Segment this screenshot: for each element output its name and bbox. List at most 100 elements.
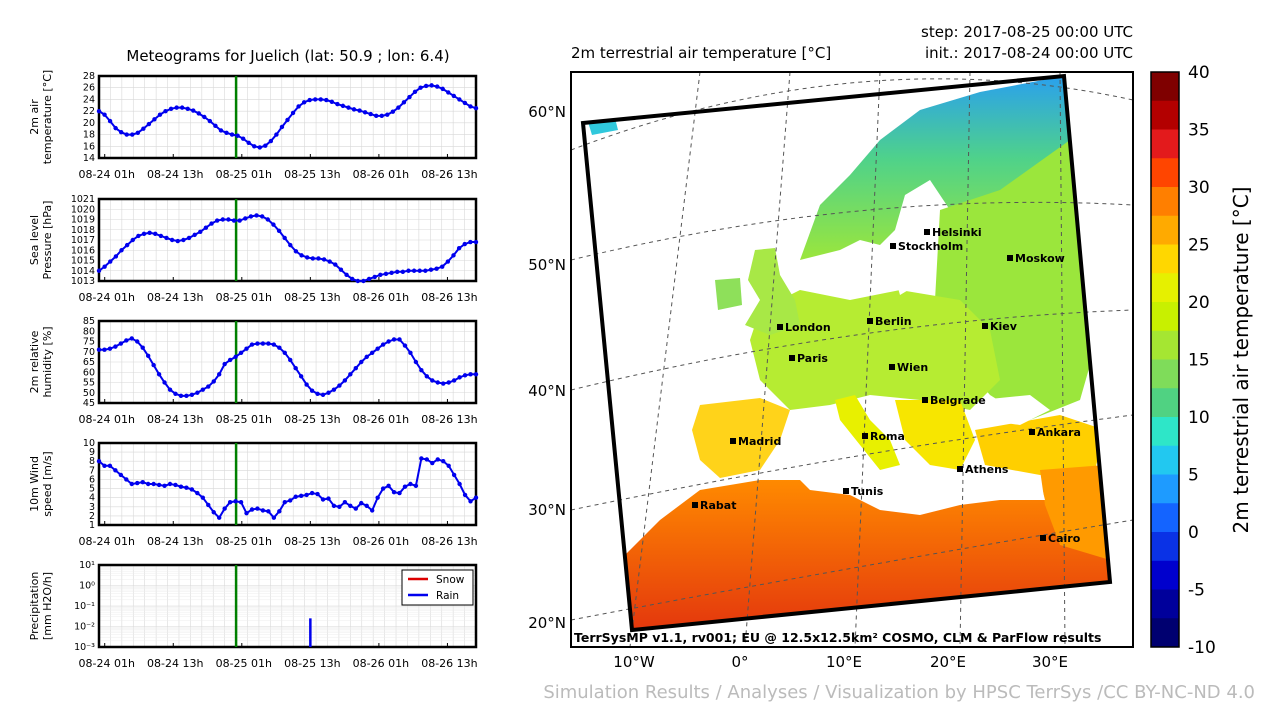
y-tick-label: 7 [89,465,95,476]
data-point [304,492,309,498]
data-point [457,97,462,102]
city-marker [982,323,988,329]
data-point [424,457,430,462]
data-point [390,109,396,114]
x-tick-label: 08-24 01h [78,168,134,181]
data-point [342,378,348,383]
data-point [178,484,184,489]
data-point [249,342,255,347]
data-point [331,503,337,509]
x-tick-label: 08-26 13h [421,291,477,304]
data-point [211,379,216,384]
data-point [220,217,225,222]
city-marker [777,324,783,330]
attribution-footer: Simulation Results / Analyses / Visualiz… [543,682,1255,703]
data-point [315,391,320,396]
balkans-land [895,400,975,470]
city-marker [922,397,928,403]
x-tick-label: 08-25 01h [216,413,272,426]
data-point [164,235,169,241]
y-axis-label: temperature [°C] [41,70,54,164]
data-point [108,259,113,264]
data-point [237,218,242,223]
y-tick-label: 20 [83,118,95,129]
data-point [350,276,355,282]
y-tick-label: 80 [83,326,95,337]
y-tick-label: 10⁰ [79,581,95,592]
data-point [235,133,240,138]
data-point [375,346,380,351]
data-point [118,341,124,346]
city-marker [843,488,849,494]
data-point [326,390,331,395]
data-point [400,269,406,274]
data-point [136,233,141,239]
data-point [174,105,179,110]
data-point [473,495,479,500]
data-point [473,239,479,245]
data-point [173,391,178,396]
y-tick-label: 45 [83,398,95,409]
data-point [348,503,353,509]
data-point [445,259,451,264]
data-point [401,100,407,105]
lat-label: 60°N [528,103,566,121]
data-point [424,374,430,379]
data-point [246,140,251,145]
data-point [96,108,102,114]
city-marker [867,318,873,324]
data-point [156,482,162,488]
data-point [468,372,473,377]
city-marker [924,229,930,235]
y-tick-label: 1016 [71,245,95,256]
data-point [162,483,167,489]
city-athens: Athens [957,463,1009,476]
colorbar-tick-label: -5 [1188,581,1205,601]
colorbar-segment [1151,474,1179,504]
data-point [107,118,113,124]
city-wien: Wien [889,361,928,374]
data-point [364,503,369,509]
data-point [254,213,259,218]
data-point [457,375,462,380]
x-tick-label: 08-26 01h [353,291,409,304]
city-belgrade: Belgrade [922,394,986,407]
data-point [168,106,174,112]
data-point [413,359,419,365]
data-point [446,380,451,385]
colorbar-segment [1151,187,1179,217]
data-point [395,269,400,274]
y-tick-label: 16 [83,141,95,152]
scandinavia-land [800,76,1080,260]
city-label: Madrid [738,435,781,448]
data-point [298,493,304,499]
data-point [195,490,200,496]
data-point [96,459,102,464]
plot-frame [97,74,478,160]
data-point [351,107,357,112]
y-tick-label: 3 [89,502,95,513]
data-point [244,346,249,351]
iberia-land [692,398,790,478]
data-point [113,125,118,131]
data-point [240,136,246,141]
y-tick-label: 1020 [71,204,95,215]
data-point [229,132,235,137]
colorbar-segment [1151,359,1179,389]
data-point [189,487,195,492]
data-point [257,145,262,150]
data-point [307,97,312,103]
lon-label: 30°E [1032,653,1068,671]
data-point [214,218,220,223]
data-point [156,372,162,377]
colorbar-segment [1151,129,1179,159]
x-tick-label: 08-24 01h [78,413,134,426]
colorbar-segment [1151,560,1179,590]
data-point [288,498,293,503]
data-point [338,267,344,272]
colorbar-tick-label: 0 [1188,523,1199,543]
colorbar-segment [1151,503,1179,533]
data-point [96,347,102,352]
